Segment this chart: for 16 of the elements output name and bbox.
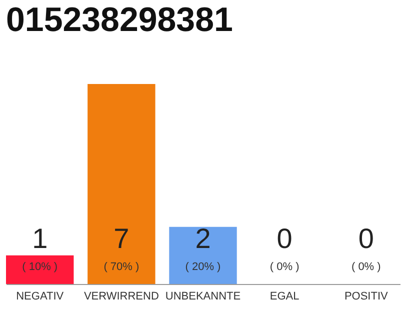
annotation: ( 10% ) <box>22 261 58 273</box>
annotation: ( 70% ) <box>104 261 140 273</box>
annotation: ( 20% ) <box>185 261 221 273</box>
x-tick-label: NEGATIV <box>16 290 64 302</box>
data-label: 2 <box>195 223 211 254</box>
x-tick-label: POSITIV <box>344 290 389 302</box>
x-tick-label: EGAL <box>270 290 300 302</box>
annotation: ( 0% ) <box>351 261 381 273</box>
data-label: 1 <box>32 223 48 254</box>
data-label: 7 <box>114 223 130 254</box>
x-tick-label: VERWIRREND <box>84 290 159 302</box>
data-label: 0 <box>358 223 374 254</box>
annotation: ( 0% ) <box>270 261 300 273</box>
data-label: 0 <box>276 223 292 254</box>
x-tick-label: UNBEKANNTE <box>165 290 241 302</box>
chart-title: 015238298381 <box>6 1 233 39</box>
